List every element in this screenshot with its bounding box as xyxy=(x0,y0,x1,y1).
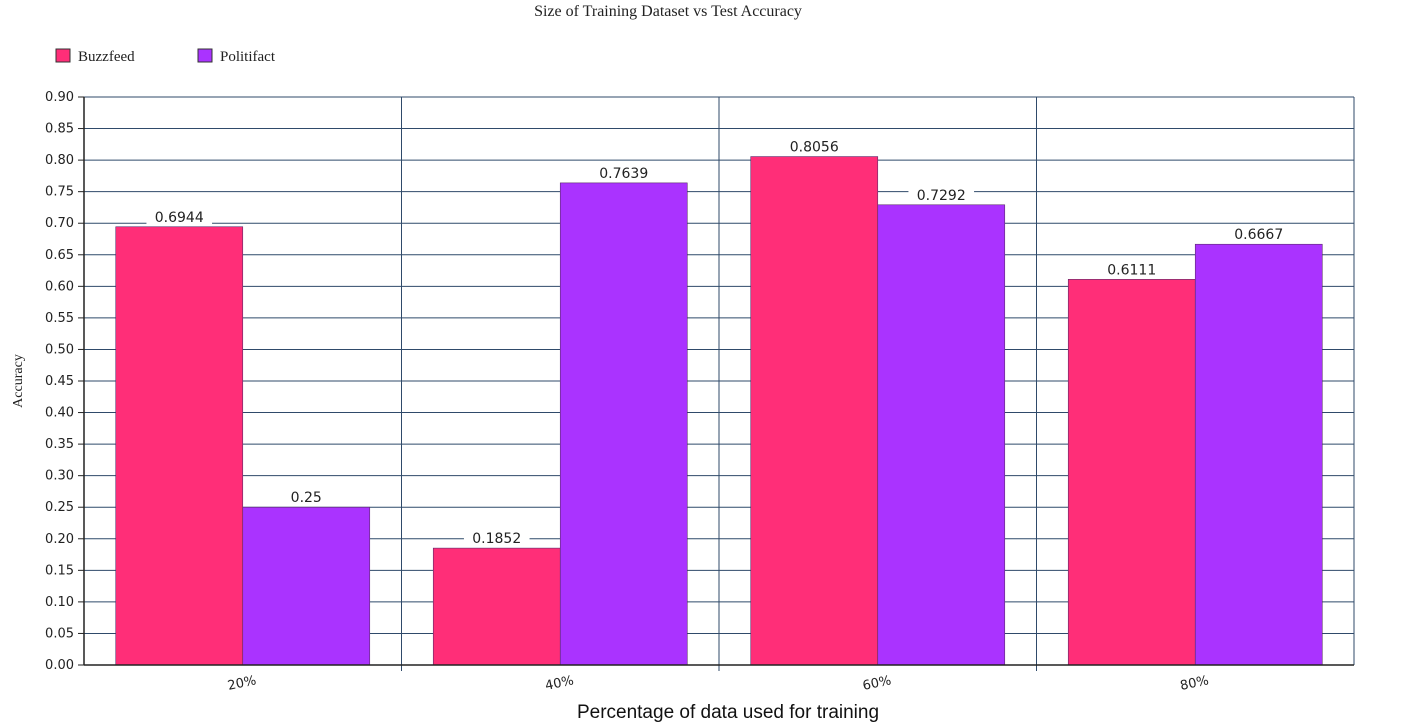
chart-title: Size of Training Dataset vs Test Accurac… xyxy=(534,3,802,20)
y-tick-label: 0.75 xyxy=(45,185,74,200)
data-label: 0.1852 xyxy=(472,531,521,547)
legend-swatch-politifact xyxy=(197,48,213,63)
data-label-background xyxy=(1098,261,1165,278)
data-label-background xyxy=(590,164,657,181)
legend-label-buzzfeed: Buzzfeed xyxy=(78,49,135,65)
legend-label-politifact: Politifact xyxy=(220,49,276,65)
x-tick-label: 80% xyxy=(1179,673,1210,694)
y-tick-label: 0.05 xyxy=(45,626,74,641)
data-label: 0.25 xyxy=(291,490,322,506)
bar xyxy=(559,182,688,666)
y-tick-label: 0.60 xyxy=(45,279,74,294)
data-label: 0.7639 xyxy=(599,166,648,182)
y-tick-label: 0.00 xyxy=(45,658,74,673)
x-tick-label: 60% xyxy=(861,673,892,694)
data-label-background xyxy=(1225,226,1292,243)
x-axis-label: Percentage of data used for training xyxy=(577,702,879,723)
y-axis-label: Accuracy xyxy=(11,354,26,408)
data-label-background xyxy=(146,208,213,225)
bar xyxy=(115,226,244,666)
y-tick-label: 0.35 xyxy=(45,437,74,452)
y-tick-label: 0.90 xyxy=(45,90,74,105)
bar xyxy=(1194,243,1323,666)
y-tick-label: 0.25 xyxy=(45,500,74,515)
y-tick-label: 0.30 xyxy=(45,469,74,484)
data-label: 0.7292 xyxy=(917,188,966,204)
data-label: 0.6111 xyxy=(1107,262,1156,278)
data-label: 0.6667 xyxy=(1234,227,1283,243)
y-tick-label: 0.70 xyxy=(45,216,74,231)
data-label: 0.8056 xyxy=(790,140,839,156)
y-tick-label: 0.80 xyxy=(45,153,74,168)
legend-swatch-buzzfeed xyxy=(55,48,71,63)
y-tick-label: 0.40 xyxy=(45,406,74,421)
plot-area: 0.00 0.05 0.10 0.15 0.20 0.25 0.30 0.35 0.40 0.45… xyxy=(45,90,1355,694)
data-label-background xyxy=(282,489,331,506)
y-tick-label: 0.65 xyxy=(45,248,74,263)
data-label-background xyxy=(781,138,848,155)
bar xyxy=(432,547,561,666)
data-label-background xyxy=(908,186,975,203)
y-tick-label: 0.85 xyxy=(45,122,74,137)
y-tick-label: 0.15 xyxy=(45,563,74,578)
legend: Buzzfeed Politifact xyxy=(55,48,276,65)
bar xyxy=(750,156,879,666)
y-tick-label: 0.10 xyxy=(45,595,74,610)
x-tick-label: 20% xyxy=(226,673,257,694)
x-tick-label: 40% xyxy=(544,673,575,694)
y-tick-label: 0.55 xyxy=(45,311,74,326)
data-label: 0.6944 xyxy=(155,210,204,226)
y-tick-label: 0.20 xyxy=(45,532,74,547)
bar xyxy=(1067,279,1196,666)
bar xyxy=(242,506,371,666)
bar xyxy=(877,204,1006,666)
y-tick-label: 0.45 xyxy=(45,374,74,389)
y-tick-label: 0.50 xyxy=(45,342,74,357)
data-label-background xyxy=(463,530,530,547)
